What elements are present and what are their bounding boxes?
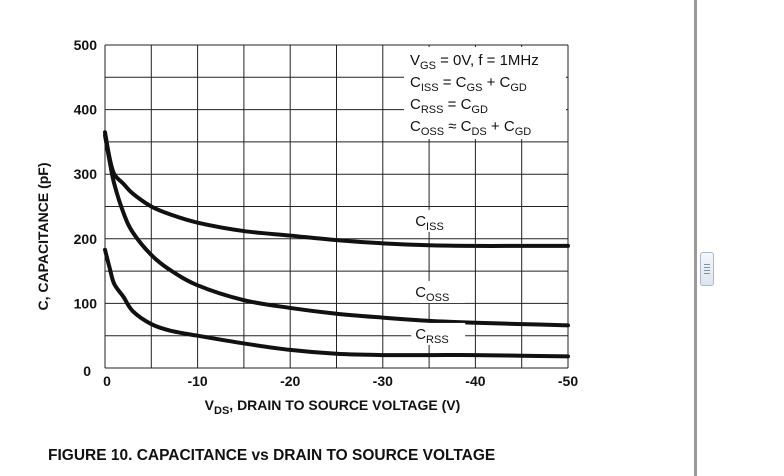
x-tick-label: -50 [558,373,578,389]
curve-rss [103,247,570,359]
x-tick-label: 0 [103,373,111,389]
legend-line: COSS ≈ CDS + CGD [410,118,531,138]
curve-oss [103,133,570,328]
legend-line: VGS = 0V, f = 1MHz [410,52,539,72]
x-axis-title-sub: DS [214,405,229,417]
curve-iss [103,130,570,248]
page-edge [694,0,697,476]
legend-line: CRSS = CGD [410,96,488,116]
x-axis-title: VDS, DRAIN TO SOURCE VOLTAGE (V) [205,397,461,417]
x-axis-title-main: V [205,397,215,413]
curve-label-background [411,322,466,345]
legend-line: CISS = CGS + CGD [410,74,527,94]
y-tick-label: 300 [74,166,98,182]
scrollbar-thumb[interactable] [700,252,714,286]
curves [103,130,570,359]
y-tick-label: 0 [83,363,91,379]
curve-label-rss: CRSS [415,326,448,346]
curve-labels: CISS COSS CRSS [411,209,466,346]
figure-caption: FIGURE 10. CAPACITANCE vs DRAIN TO SOURC… [48,447,495,464]
x-tick-label: -30 [373,373,393,389]
x-axis-title-rest: , DRAIN TO SOURCE VOLTAGE (V) [229,397,460,413]
viewer-margin [694,0,784,476]
y-axis-title: C, CAPACITANCE (pF) [35,162,51,310]
curve-label-background [411,209,466,232]
y-tick-label: 500 [74,37,98,53]
x-tick-label: -10 [187,373,207,389]
y-tick-label: 100 [74,295,98,311]
curve-label-background [411,280,466,303]
tick-labels: 0 100 200 300 400 500 0 -10 -20 -30 -40 -50 [74,37,579,389]
curve-label-oss: COSS [415,284,449,304]
y-tick-label: 200 [74,231,98,247]
y-tick-label: 400 [74,102,98,118]
x-tick-label: -40 [465,373,485,389]
x-tick-label: -20 [280,373,300,389]
curve-label-iss: CISS [415,213,444,233]
legend-background [404,47,566,139]
